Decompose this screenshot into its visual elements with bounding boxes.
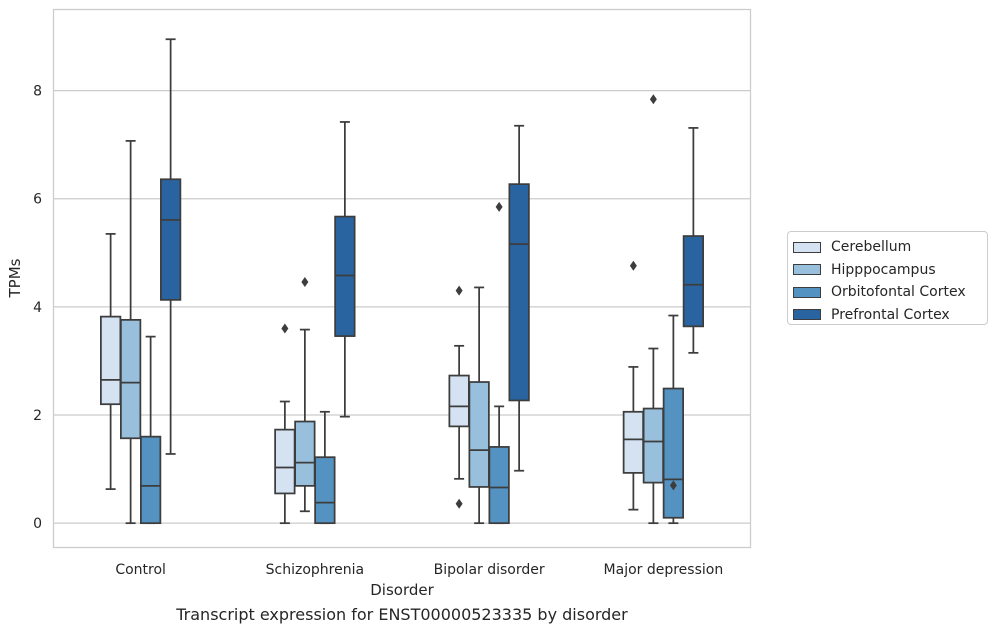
y-axis-ticks: 0 2 4 6 8 [33,84,42,533]
box-0-3 [160,38,182,455]
outlier-point [301,277,309,288]
x-tick-label: Schizophrenia [266,562,364,578]
box-3-1 [642,94,664,525]
box-1-3 [334,121,356,418]
legend-label: Hipppocampus [831,261,936,278]
x-axis-label: Disorder [370,581,434,599]
box-body [314,456,336,525]
y-tick-label: 4 [33,300,42,316]
box-0-1 [120,140,142,525]
box-1-1 [294,277,316,513]
outlier-point [495,201,503,212]
box-body [294,420,316,487]
outlier-point [669,480,677,491]
legend-item: Orbitofontal Cortex [788,281,987,304]
legend-swatch [793,264,821,276]
legend-label: Cerebellum [831,239,912,256]
box-body [682,235,704,328]
box-body [100,315,122,406]
box-3-3 [682,127,704,354]
outlier-point [455,285,463,296]
box-0-0 [100,233,122,490]
box-series [100,38,704,525]
box-2-0 [448,285,470,509]
box-body [140,435,162,525]
y-tick-label: 2 [33,408,42,424]
legend: Cerebellum Hipppocampus Orbitofontal Corte… [787,231,988,325]
box-1-0 [274,323,296,525]
y-axis-label: TPMs [6,258,24,298]
box-body [274,428,296,495]
box-body [642,407,664,484]
legend-item: Cerebellum [788,236,987,259]
box-3-0 [622,260,644,511]
x-tick-label: Control [115,562,166,578]
x-tick-label: Major depression [604,562,724,578]
legend-swatch [793,286,821,298]
box-0-2 [140,335,162,525]
box-body [662,387,684,519]
legend-swatch [793,241,821,253]
chart-title: Transcript expression for ENST0000052333… [176,605,628,624]
box-body [160,178,182,301]
box-body [448,374,470,428]
box-body [508,183,530,402]
outlier-point [455,498,463,509]
x-axis-ticks: Control Schizophrenia Bipolar disorder Majo… [115,562,723,578]
box-2-2 [488,201,510,525]
box-2-3 [508,124,530,472]
outlier-point [649,94,657,105]
legend-item: Hipppocampus [788,259,987,282]
legend-label: Orbitofontal Cortex [831,284,966,301]
plot-area-frame [52,8,752,549]
box-2-1 [468,286,490,525]
x-tick-label: Bipolar disorder [434,562,545,578]
box-1-2 [314,410,336,525]
legend-item: Prefrontal Cortex [788,304,987,327]
y-tick-label: 6 [33,192,42,208]
box-body [488,446,510,525]
outlier-point [629,260,637,271]
box-body [120,318,142,440]
box-body [622,410,644,474]
y-tick-label: 0 [33,516,42,532]
y-tick-label: 8 [33,84,42,100]
legend-swatch [793,309,821,321]
legend-label: Prefrontal Cortex [831,306,950,323]
box-3-2 [662,314,684,525]
outlier-point [281,323,289,334]
box-body [468,381,490,488]
